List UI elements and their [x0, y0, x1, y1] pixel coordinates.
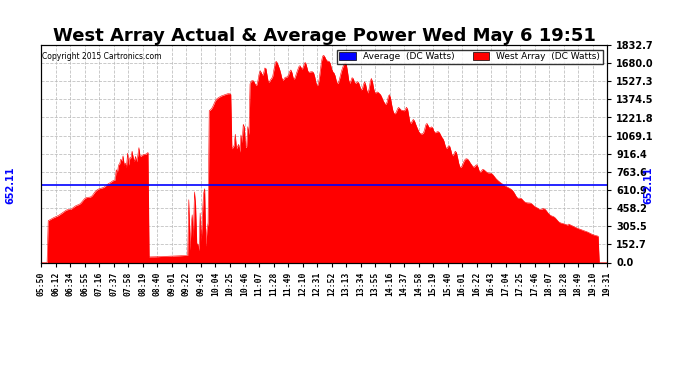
- Text: Copyright 2015 Cartronics.com: Copyright 2015 Cartronics.com: [42, 51, 161, 60]
- Text: 652.11: 652.11: [643, 166, 653, 204]
- Legend: Average  (DC Watts), West Array  (DC Watts): Average (DC Watts), West Array (DC Watts…: [337, 50, 602, 64]
- Text: 652.11: 652.11: [6, 166, 15, 204]
- Title: West Array Actual & Average Power Wed May 6 19:51: West Array Actual & Average Power Wed Ma…: [53, 27, 595, 45]
